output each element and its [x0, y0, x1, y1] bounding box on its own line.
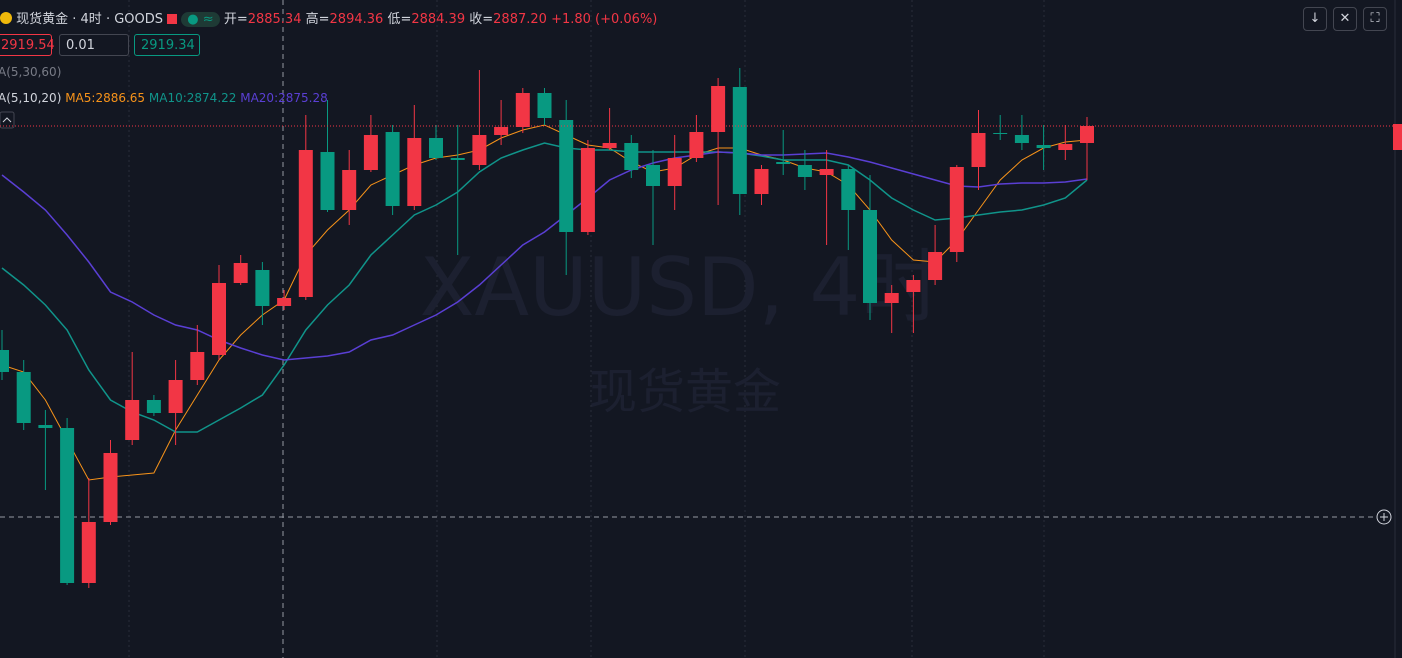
candle-body: [646, 165, 660, 186]
watermark: XAUUSD, 4时: [420, 241, 941, 334]
collapse-btn[interactable]: [0, 111, 15, 129]
legend-row: 现货黄金 · 4时 · GOODS ● ≈ 开=2885.34 高=2894.3…: [0, 8, 657, 27]
candle-body: [298, 150, 313, 297]
candle-body: [863, 210, 877, 303]
candle-body: [776, 162, 791, 164]
ma-title: A(5,10,20): [0, 91, 62, 105]
candle-body: [342, 170, 357, 210]
ma5-legend: MA5:2886.65: [65, 91, 146, 105]
close: 2887.20: [493, 12, 547, 27]
symbol-icon: [0, 12, 12, 24]
collapse-icon: [2, 117, 12, 123]
candle-body: [38, 425, 53, 428]
candle-body: [884, 293, 899, 303]
symbol: 现货黄金 · 4时 · GOODS: [16, 12, 164, 27]
flag: [167, 14, 178, 24]
candle-body: [16, 372, 31, 423]
ma20-legend: MA20:2875.28: [240, 91, 328, 105]
candle-body: [407, 138, 422, 206]
candle-body: [732, 87, 747, 194]
candle-body: [385, 132, 400, 206]
candle-body: [993, 133, 1008, 134]
low-label: 低=: [387, 12, 412, 27]
candle-body: [580, 148, 595, 232]
close-button[interactable]: ✕: [1333, 7, 1357, 31]
candle-body: [60, 428, 75, 583]
last-price-tag: [1393, 124, 1402, 150]
change: +1.80: [551, 12, 591, 27]
high-label: 高=: [305, 12, 330, 27]
candle-body: [515, 93, 530, 127]
candle-body: [429, 138, 443, 158]
candle-body: [819, 169, 834, 175]
low: 2884.39: [411, 12, 466, 27]
change-pct: (+0.06%): [595, 12, 658, 27]
candle-body: [1014, 135, 1029, 143]
candle-body: [1080, 126, 1094, 143]
candle-body: [841, 169, 856, 210]
candle-body: [537, 93, 552, 118]
candle-body: [1058, 144, 1073, 150]
candle-body: [212, 283, 226, 355]
ma-line: [1, 142, 1088, 433]
candle-body: [928, 252, 943, 280]
candle-body: [754, 169, 769, 194]
candle-body: [450, 158, 465, 160]
close-label: 收=: [469, 12, 494, 27]
candle-body: [971, 133, 986, 167]
candle-body: [797, 165, 812, 177]
fullscreen-button[interactable]: ⛶: [1363, 7, 1387, 31]
candle-body: [320, 152, 335, 210]
candle-body: [559, 120, 574, 232]
down-button[interactable]: ↓: [1303, 7, 1327, 31]
candle-body: [0, 350, 9, 372]
status: ● ≈: [181, 12, 220, 27]
sell-button[interactable]: 2919.54: [0, 34, 55, 56]
open-label: 开=: [223, 12, 248, 27]
candle-body: [363, 135, 378, 170]
candle-body: [602, 143, 617, 148]
candle-body: [103, 453, 118, 522]
buy-button[interactable]: 2919.34: [134, 34, 200, 56]
candle-body: [949, 167, 964, 252]
candle-body: [255, 270, 270, 306]
candle-body: [711, 86, 726, 132]
candle-body: [667, 158, 682, 186]
candle-body: [624, 143, 639, 170]
candle-body: [190, 352, 205, 380]
candle-body: [125, 400, 140, 440]
candle-body: [1036, 145, 1051, 148]
watermark: 现货黄金: [589, 364, 781, 420]
candle-body: [146, 400, 161, 413]
candle-body: [81, 522, 96, 583]
candle-body: [277, 298, 292, 306]
candle-body: [906, 280, 921, 292]
candle-body: [472, 135, 487, 165]
ma10-legend: MA10:2874.22: [148, 91, 237, 105]
candle-body: [689, 132, 704, 158]
candle-body: [494, 127, 509, 135]
candle-body: [233, 263, 248, 283]
high: 2894.36: [329, 12, 384, 27]
indicator-1: A(5,30,60): [0, 65, 62, 79]
ma-line: [1, 151, 1088, 361]
crosshair-plus-icon: [1380, 513, 1388, 521]
open: 2885.34: [247, 12, 302, 27]
candle-body: [168, 380, 183, 413]
qty-input[interactable]: 0.01: [59, 34, 129, 56]
indicator-2: A(5,10,20) MA5:2886.65 MA10:2874.22 MA20…: [0, 91, 328, 105]
